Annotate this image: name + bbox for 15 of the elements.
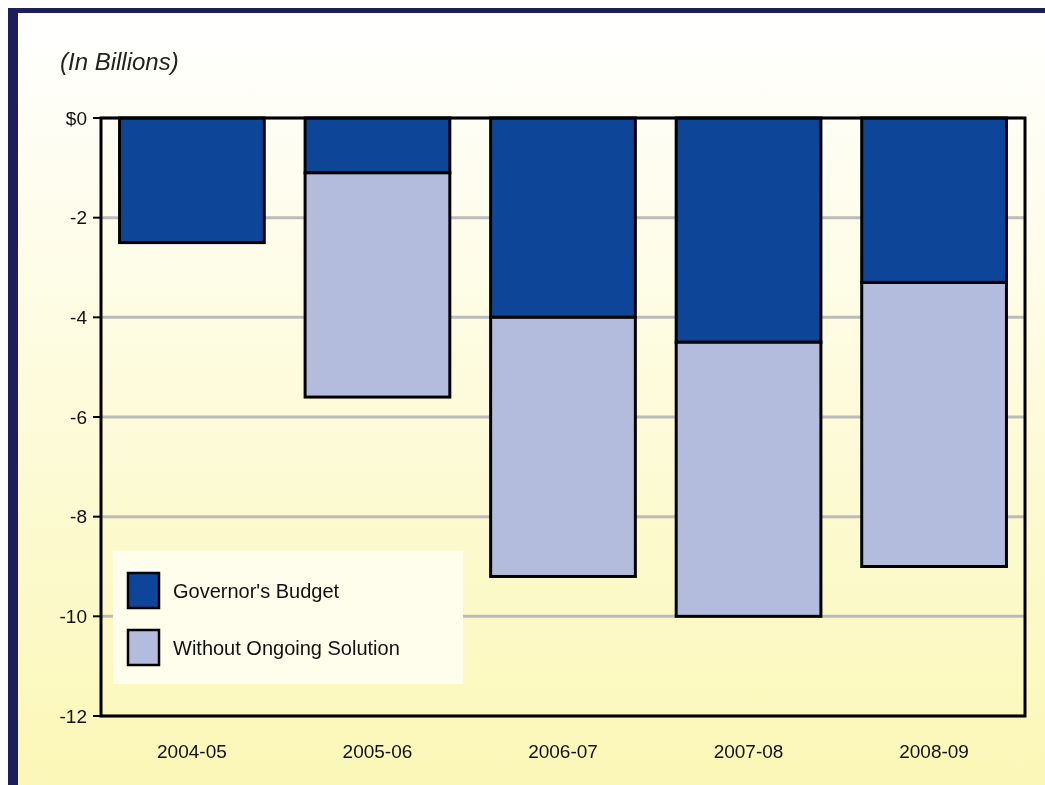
x-tick-label: 2008-09 — [899, 741, 969, 762]
y-tick-label: -10 — [59, 605, 87, 627]
y-tick-label: -12 — [59, 705, 87, 727]
x-tick-label: 2006-07 — [528, 741, 598, 762]
x-tick-label: 2005-06 — [342, 741, 413, 762]
y-tick-label: -4 — [70, 306, 88, 328]
legend-label: Governor's Budget — [173, 580, 340, 602]
y-tick-label: -6 — [70, 406, 87, 428]
y-tick-label: -2 — [70, 207, 87, 229]
x-tick-label: 2004-05 — [157, 741, 227, 762]
x-tick-label: 2007-08 — [713, 741, 784, 762]
y-tick-label: $0 — [65, 107, 87, 129]
y-tick-label: -8 — [70, 506, 87, 528]
legend-label: Without Ongoing Solution — [173, 637, 400, 659]
y-axis-title: (In Billions) — [60, 48, 179, 75]
